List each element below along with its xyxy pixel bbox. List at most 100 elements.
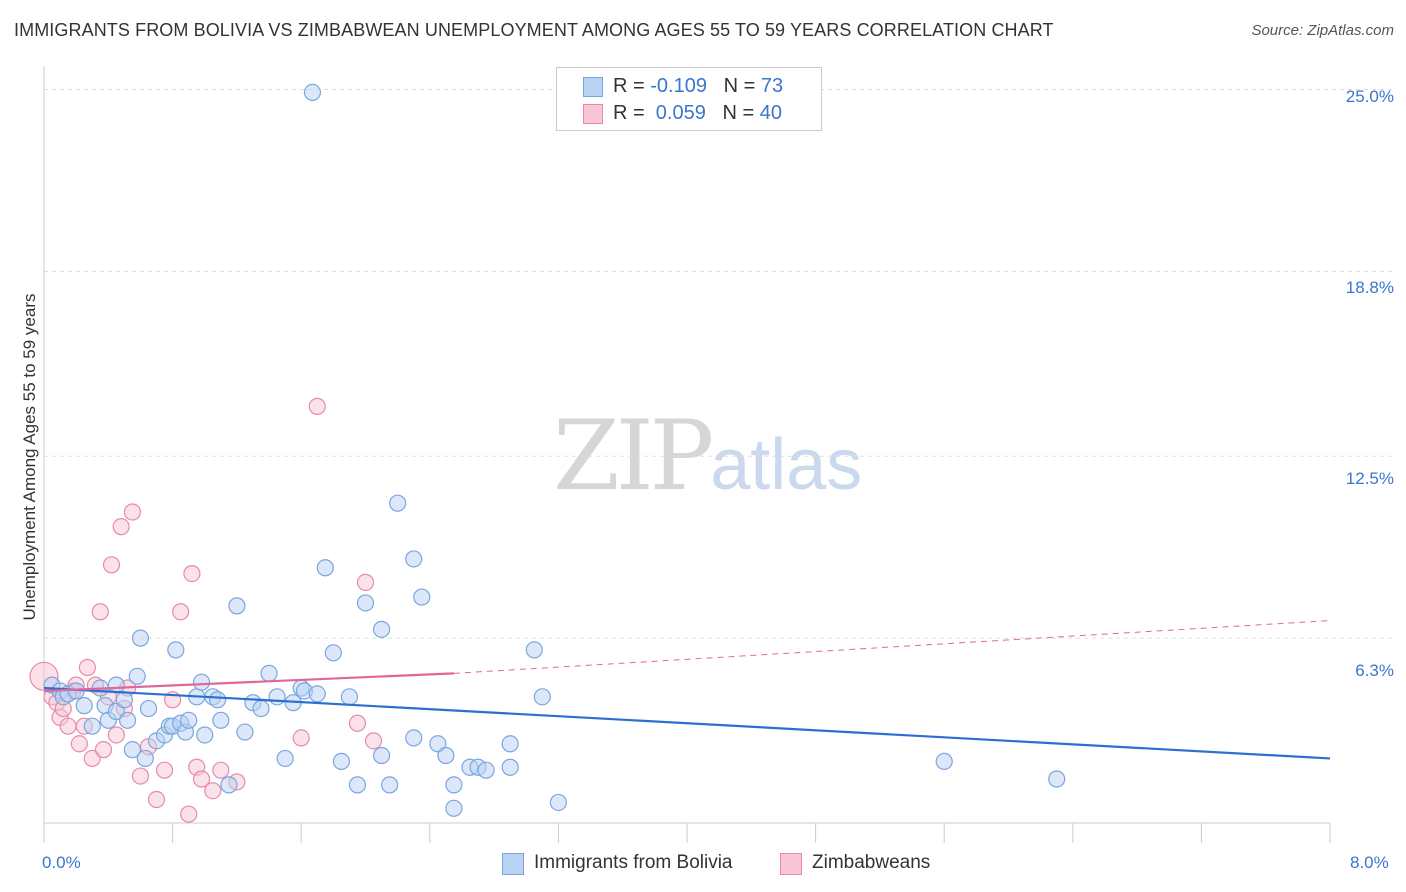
bolivia-point-72 [303, 83, 322, 102]
zimbabweans-point-9 [78, 658, 97, 677]
stats-legend: R = -0.109 N = 73 R = 0.059 N = 40 [556, 67, 822, 131]
watermark-atlas: atlas [710, 425, 863, 505]
n-value-bolivia: 73 [760, 75, 784, 97]
swatch-zimbabweans [583, 104, 603, 124]
bolivia-point-33 [220, 776, 238, 794]
bolivia-point-56 [405, 550, 423, 568]
trend-lines [43, 620, 1331, 760]
n-label: N = [722, 102, 760, 124]
bolivia-point-26 [180, 711, 198, 729]
bolivia-point-58 [429, 735, 447, 753]
axes [43, 66, 1331, 843]
zimbabweans-trend-line [43, 672, 454, 693]
zimbabweans-point-7 [70, 735, 88, 753]
r-value-bolivia: -0.109 [650, 75, 707, 97]
y-axis-label: Unemployment Among Ages 55 to 59 years [20, 293, 39, 621]
r-label: R = [613, 75, 651, 97]
zimbabweans-point-31 [204, 782, 222, 800]
bolivia-point-23 [167, 641, 185, 659]
bolivia-point-55 [405, 729, 423, 747]
bolivia-point-46 [324, 644, 342, 662]
zimbabweans-point-37 [356, 573, 375, 592]
zimbabweans-point-30 [192, 770, 211, 788]
zimbabweans-point-23 [147, 790, 166, 809]
y-tick-25: 25.0% [1345, 87, 1394, 106]
zimbabweans-point-15 [102, 556, 121, 574]
legend-swatch-bolivia [502, 853, 524, 875]
bolivia-point-65 [501, 758, 519, 776]
bolivia-point-12 [115, 691, 133, 709]
bolivia-point-14 [123, 741, 142, 759]
bolivia-point-48 [340, 688, 359, 706]
zimbabweans-point-4 [59, 717, 77, 735]
bolivia-point-68 [533, 688, 551, 706]
zimbabweans-point-24 [155, 761, 174, 779]
x-tick-max: 8.0% [1350, 853, 1389, 872]
n-value-zimbabweans: 40 [759, 102, 783, 124]
legend-label-bolivia: Immigrants from Bolivia [534, 852, 733, 873]
zipatlas-watermark: ZIPatlas [553, 400, 862, 512]
zimbabweans-point-34 [292, 729, 310, 747]
bolivia-point-47 [332, 752, 350, 770]
chart-title: IMMIGRANTS FROM BOLIVIA VS ZIMBABWEAN UN… [14, 20, 1054, 40]
series-legend: Immigrants from Bolivia Zimbabweans [0, 852, 1406, 876]
zimbabweans-points [29, 397, 383, 823]
bolivia-point-49 [348, 776, 367, 794]
zimbabweans-point-26 [172, 603, 190, 621]
bolivia-point-51 [372, 746, 391, 765]
bolivia-point-59 [437, 746, 455, 765]
bolivia-point-67 [525, 641, 543, 659]
bolivia-point-10 [107, 702, 125, 721]
r-value-zimbabweans: 0.059 [650, 102, 706, 124]
bolivia-point-52 [372, 620, 391, 638]
bolivia-point-71 [1048, 770, 1066, 788]
grid-lines [44, 88, 1392, 639]
zimbabweans-point-38 [364, 732, 383, 750]
zimbabweans-point-32 [212, 761, 230, 779]
zimbabweans-point-21 [131, 767, 150, 785]
y-tick-18-8: 18.8% [1345, 278, 1394, 297]
bolivia-point-15 [128, 667, 146, 685]
bolivia-point-66 [501, 735, 519, 753]
bolivia-point-38 [260, 664, 278, 682]
n-label: N = [723, 75, 761, 97]
bolivia-point-6 [83, 717, 101, 735]
swatch-bolivia [583, 77, 603, 97]
r-label: R = [613, 102, 651, 124]
legend-swatch-zimbabweans [780, 853, 802, 875]
bolivia-point-50 [356, 594, 375, 612]
zimbabweans-point-10 [83, 749, 101, 768]
bolivia-point-32 [212, 711, 230, 729]
zimbabweans-point-20 [123, 503, 142, 521]
bolivia-point-13 [118, 711, 137, 729]
bolivia-point-31 [209, 691, 227, 709]
bolivia-point-34 [228, 597, 246, 615]
zimbabweans-point-36 [348, 714, 367, 732]
bolivia-point-40 [276, 749, 294, 768]
bolivia-point-44 [308, 685, 326, 703]
y-tick-12-5: 12.5% [1345, 469, 1394, 488]
bolivia-point-64 [477, 761, 495, 779]
zimbabweans-point-28 [183, 565, 201, 583]
bolivia-point-61 [445, 799, 463, 817]
bolivia-point-35 [236, 723, 254, 741]
bolivia-point-18 [139, 699, 158, 718]
zimbabweans-trend-extension [453, 620, 1331, 674]
bolivia-point-54 [389, 494, 407, 512]
bolivia-point-28 [192, 673, 211, 691]
bolivia-point-39 [268, 688, 286, 706]
bolivia-point-53 [381, 776, 399, 794]
x-tick-min: 0.0% [42, 853, 81, 872]
bolivia-point-17 [136, 749, 154, 768]
bolivia-point-57 [413, 588, 431, 606]
zimbabweans-point-17 [112, 518, 130, 536]
bolivia-point-5 [75, 697, 93, 715]
bolivia-point-45 [316, 559, 334, 577]
zimbabweans-point-12 [91, 603, 109, 621]
bolivia-point-69 [549, 793, 568, 812]
y-tick-6-3: 6.3% [1355, 661, 1394, 680]
bolivia-point-70 [935, 752, 953, 770]
zimbabweans-point-16 [107, 726, 125, 744]
bolivia-point-16 [131, 629, 150, 647]
